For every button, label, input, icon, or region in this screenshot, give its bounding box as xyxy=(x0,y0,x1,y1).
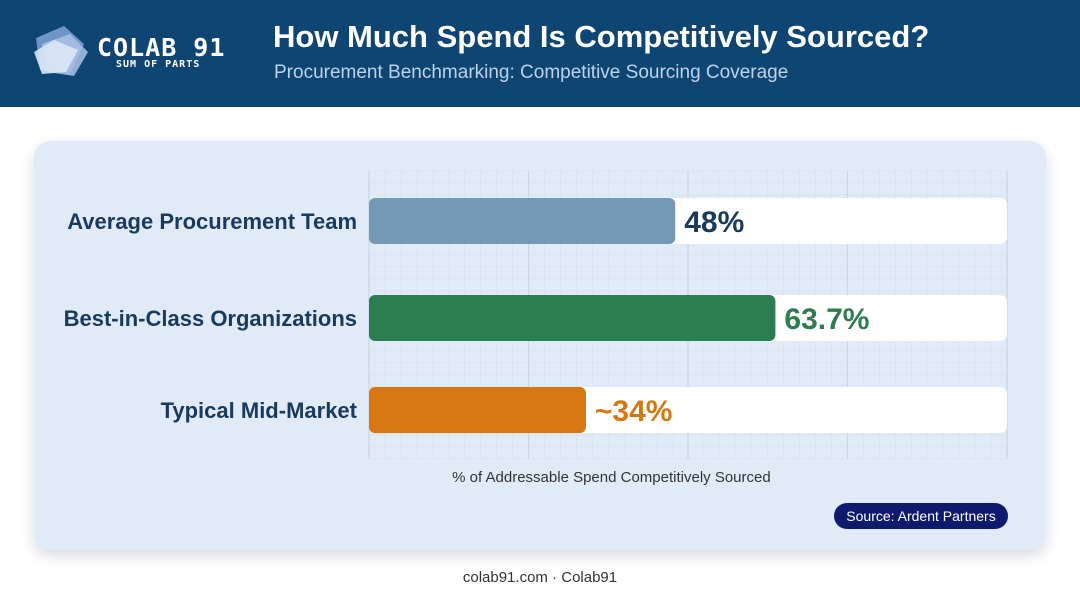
brand-name: COLAB 91 xyxy=(97,33,226,62)
brand-tagline: SUM OF PARTS xyxy=(116,59,201,70)
bar-3 xyxy=(369,387,586,433)
category-label: Best-in-Class Organizations xyxy=(64,306,357,331)
colab91-logo-icon xyxy=(34,26,88,76)
category-label: Typical Mid-Market xyxy=(161,398,358,423)
value-label: 63.7% xyxy=(784,303,869,336)
bar-1 xyxy=(369,198,676,244)
page-title: How Much Spend Is Competitively Sourced? xyxy=(273,19,930,54)
page-subtitle: Procurement Benchmarking: Competitive So… xyxy=(274,62,789,83)
footer-text: colab91.com · Colab91 xyxy=(462,569,618,586)
bar-chart: Average Procurement Team 48% Best-in-Class… xyxy=(64,170,1008,486)
bar-2 xyxy=(369,295,776,341)
value-label: 48% xyxy=(684,206,744,239)
chart-card: Average Procurement Team 48% Best-in-Class… xyxy=(34,141,1046,550)
value-label: ~34% xyxy=(595,395,673,428)
x-axis-label: % of Addressable Spend Competitively Sou… xyxy=(452,469,771,486)
category-label: Average Procurement Team xyxy=(67,209,357,234)
source-badge: Source: Ardent Partners xyxy=(834,503,1008,529)
header-banner: COLAB 91 SUM OF PARTS How Much Spend Is … xyxy=(0,0,1080,107)
